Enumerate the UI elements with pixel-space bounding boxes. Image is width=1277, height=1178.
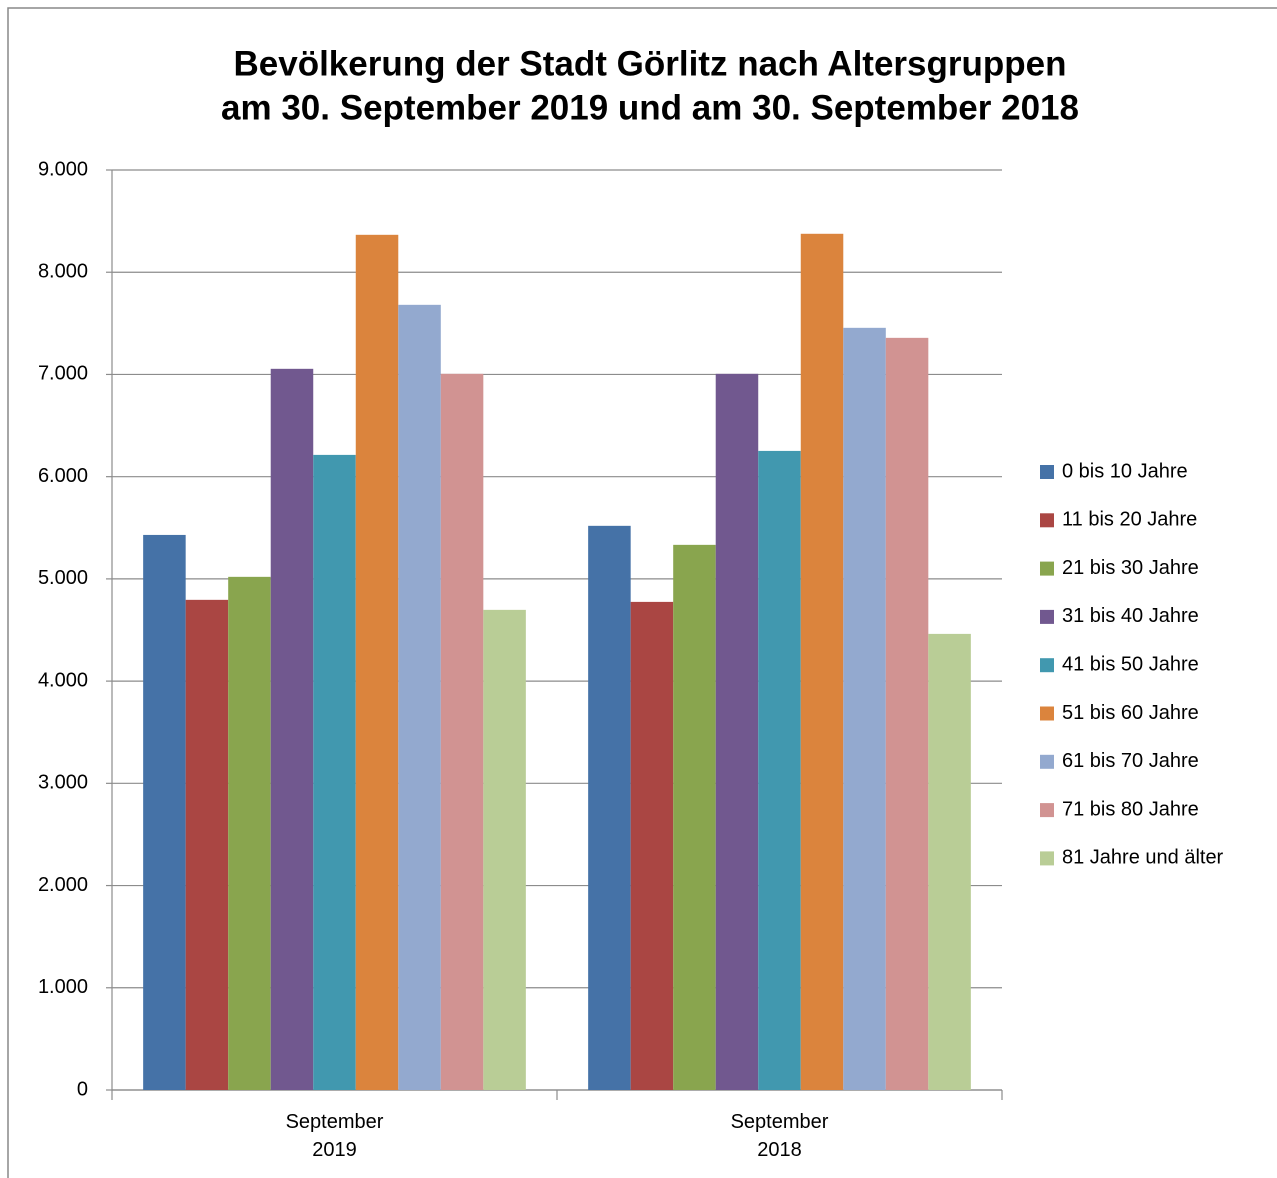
- y-tick-label: 2.000: [38, 874, 88, 896]
- legend-label: 51 bis 60 Jahre: [1062, 702, 1199, 724]
- bar: [588, 525, 631, 1090]
- bar: [355, 234, 399, 1090]
- bar: [398, 304, 441, 1090]
- y-tick-label: 4.000: [38, 669, 88, 691]
- bar: [673, 544, 716, 1090]
- legend-swatch: [1040, 465, 1054, 479]
- bar: [928, 633, 971, 1090]
- legend-label: 0 bis 10 Jahre: [1062, 460, 1188, 482]
- bar: [440, 373, 484, 1090]
- bar: [185, 599, 229, 1090]
- legend-swatch: [1040, 803, 1054, 818]
- x-tick-label: September 2019: [285, 1111, 384, 1161]
- y-tick-label: 5.000: [38, 567, 88, 589]
- legend-swatch: [1040, 609, 1054, 624]
- bar: [715, 373, 759, 1090]
- legend-label: 41 bis 50 Jahre: [1062, 653, 1199, 675]
- chart-title: am 30. September 2019 und am 30. Septemb…: [221, 88, 1079, 127]
- legend-label: 81 Jahre und älter: [1062, 847, 1224, 869]
- legend-swatch: [1040, 851, 1054, 866]
- legend-label: 11 bis 20 Jahre: [1062, 509, 1197, 531]
- bar: [483, 609, 526, 1090]
- bar: [228, 576, 271, 1090]
- legend-swatch: [1040, 754, 1054, 769]
- legend-swatch: [1040, 561, 1054, 576]
- bar: [758, 450, 801, 1090]
- bar: [630, 601, 674, 1090]
- bar: [800, 233, 844, 1090]
- legend-label: 31 bis 40 Jahre: [1062, 605, 1199, 627]
- y-tick-label: 8.000: [38, 261, 88, 283]
- y-tick-label: 9.000: [38, 158, 88, 180]
- y-tick-label: 7.000: [38, 363, 88, 385]
- legend-label: 61 bis 70 Jahre: [1062, 750, 1199, 772]
- bar: [885, 337, 929, 1090]
- y-tick-label: 0: [77, 1078, 88, 1100]
- y-tick-label: 1.000: [38, 976, 88, 998]
- legend-swatch: [1040, 513, 1054, 528]
- legend-label: 21 bis 30 Jahre: [1062, 557, 1199, 579]
- x-tick-label: September 2018: [730, 1111, 829, 1161]
- y-tick-label: 3.000: [38, 772, 88, 794]
- legend-swatch: [1040, 658, 1054, 673]
- chart-title: Bevölkerung der Stadt Görlitz nach Alter…: [234, 44, 1067, 83]
- bar: [143, 534, 186, 1090]
- bar: [843, 327, 886, 1090]
- legend-label: 71 bis 80 Jahre: [1062, 798, 1199, 820]
- legend-swatch: [1040, 706, 1054, 721]
- bar: [313, 454, 356, 1091]
- y-tick-label: 6.000: [38, 465, 88, 487]
- bar: [270, 368, 314, 1090]
